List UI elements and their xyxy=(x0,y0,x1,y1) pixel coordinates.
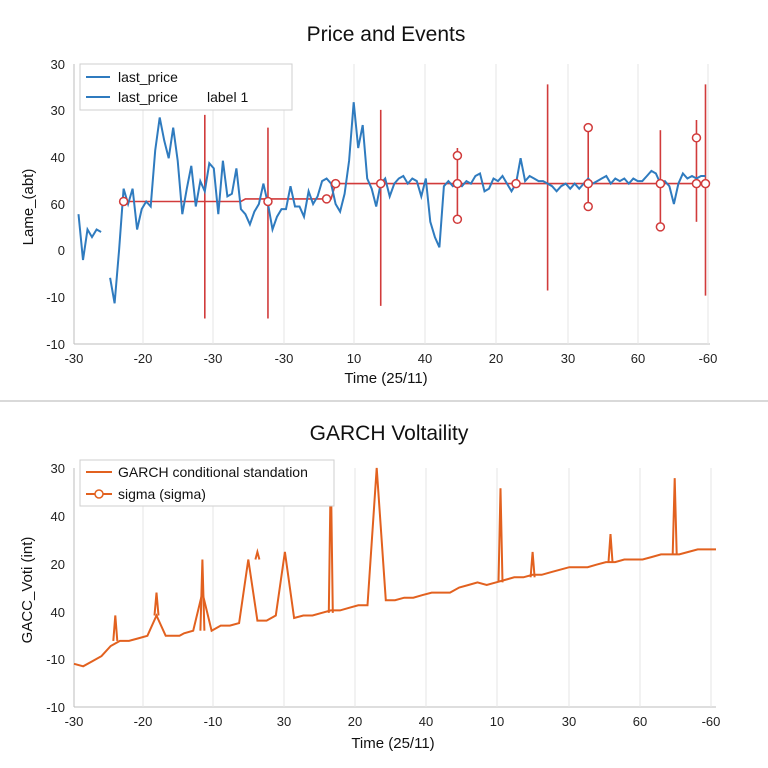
y-tick-label: 40 xyxy=(51,150,65,165)
x-tick-label: 60 xyxy=(633,714,647,729)
y-tick-label: 40 xyxy=(51,509,65,524)
x-tick-label: -60 xyxy=(699,351,718,366)
chart1-xlabel: Time (25/11) xyxy=(344,370,427,387)
plot-area-garch xyxy=(73,468,716,708)
y-tick-label: -10 xyxy=(46,700,65,715)
chart1-ylabel: Lame_(abt) xyxy=(20,169,37,246)
x-tick-label: 40 xyxy=(419,714,433,729)
chart1-title: Price and Events xyxy=(307,23,466,46)
x-tick-label: 40 xyxy=(418,351,432,366)
y-tick-label: 60 xyxy=(51,197,65,212)
x-tick-label: -20 xyxy=(134,714,153,729)
legend-label: last_price xyxy=(118,89,178,105)
y-tick-label: 0 xyxy=(58,243,65,258)
event-marker xyxy=(375,178,386,189)
volatility-spike xyxy=(199,559,206,631)
marks-layer xyxy=(73,84,716,668)
y-tick-label: 30 xyxy=(51,461,65,476)
event-marker xyxy=(118,196,129,207)
volatility-spike xyxy=(671,478,678,555)
x-tick-label: 30 xyxy=(277,714,291,729)
y-tick-label: -10 xyxy=(46,290,65,305)
x-tick-label: 20 xyxy=(348,714,362,729)
event-marker xyxy=(691,133,702,143)
ticks-layer: -30 -20 -30 -30 10 40 20 30 60 -60 30 30 40 60 0 -10 -10… xyxy=(46,57,720,729)
grid-layer xyxy=(142,64,712,707)
event-marker xyxy=(583,201,593,212)
x-tick-label: -30 xyxy=(65,351,84,366)
legend-box xyxy=(79,63,293,111)
series-label-1-line xyxy=(123,182,706,203)
event-marker xyxy=(655,222,666,232)
x-tick-label: -30 xyxy=(65,714,84,729)
volatility-spike xyxy=(607,534,614,563)
event-marker xyxy=(452,150,463,161)
x-tick-label: 30 xyxy=(561,351,575,366)
x-tick-label: -30 xyxy=(275,351,294,366)
x-tick-label: 20 xyxy=(489,351,503,366)
event-marker xyxy=(263,196,273,207)
x-tick-label: 30 xyxy=(562,714,576,729)
event-marker xyxy=(452,214,463,225)
legend-label: sigma (sigma) xyxy=(118,486,206,502)
event-marker xyxy=(700,178,711,189)
legend-marker-sigma xyxy=(94,489,104,499)
chart2-ylabel: GACC_Voti (int) xyxy=(19,537,36,644)
series-last-price-line xyxy=(77,102,706,304)
volatility-spike xyxy=(112,615,119,641)
y-tick-label: 40 xyxy=(51,605,65,620)
x-tick-label: -60 xyxy=(702,714,721,729)
volatility-spike xyxy=(254,547,261,560)
x-tick-label: -20 xyxy=(134,351,153,366)
legend-label: label 1 xyxy=(207,89,248,105)
event-marker xyxy=(583,122,593,133)
y-tick-label: 30 xyxy=(51,57,65,72)
y-tick-label: -10 xyxy=(46,652,65,667)
y-tick-label: -10 xyxy=(46,337,65,352)
x-tick-label: 60 xyxy=(631,351,645,366)
y-tick-label: 30 xyxy=(51,103,65,118)
event-marker xyxy=(330,178,341,189)
legend-label: last_price xyxy=(118,69,178,85)
volatility-spike xyxy=(497,488,504,583)
event-marker xyxy=(511,178,521,189)
volatility-spike xyxy=(529,551,536,578)
x-tick-label: 10 xyxy=(347,351,361,366)
event-marker xyxy=(452,178,463,189)
x-tick-label: 10 xyxy=(490,714,504,729)
legend-label: GARCH conditional standation xyxy=(118,464,308,480)
event-marker xyxy=(691,178,702,189)
series-garch-line xyxy=(73,467,716,668)
legend-box xyxy=(79,459,335,507)
y-tick-label: 20 xyxy=(51,557,65,572)
volatility-spike xyxy=(153,592,160,616)
x-tick-label: -30 xyxy=(204,351,223,366)
chart2-title: GARCH Voltaility xyxy=(310,422,469,445)
x-tick-label: -10 xyxy=(204,714,223,729)
plot-area-price xyxy=(73,64,710,345)
chart2-xlabel: Time (25/11) xyxy=(351,735,434,752)
event-marker xyxy=(655,178,666,189)
event-marker xyxy=(583,178,593,189)
event-marker xyxy=(321,194,332,204)
